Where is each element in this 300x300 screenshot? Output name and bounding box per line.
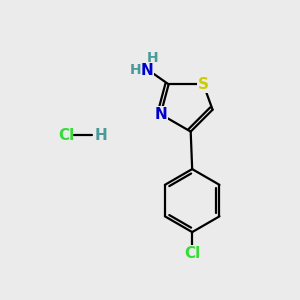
Text: H: H: [147, 51, 158, 65]
Text: N: N: [141, 63, 153, 78]
Text: H: H: [94, 128, 107, 142]
Text: H: H: [130, 63, 142, 76]
Text: Cl: Cl: [58, 128, 74, 142]
Text: N: N: [154, 107, 167, 122]
Text: Cl: Cl: [184, 246, 200, 261]
Text: S: S: [198, 77, 209, 92]
